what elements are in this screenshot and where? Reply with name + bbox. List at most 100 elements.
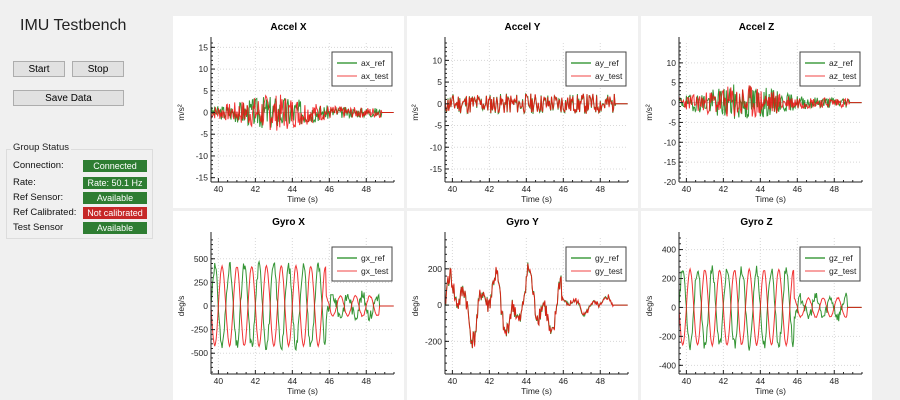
status-label: Rate: — [13, 177, 36, 188]
y-axis-label: m/s² — [176, 104, 186, 121]
x-tick-label: 44 — [756, 184, 766, 194]
status-label: Test Sensor — [13, 222, 64, 233]
status-label: Ref Sensor: — [13, 192, 64, 203]
chart-svg: Accel Y 40 42 44 46 48 10 5 0 -5 -10 -15 Time (s) m/s… — [410, 22, 629, 204]
y-tick-label: 10 — [667, 58, 677, 68]
x-tick-label: 42 — [485, 376, 495, 386]
y-tick-label: -15 — [196, 173, 209, 183]
y-tick-label: -5 — [668, 117, 676, 127]
x-tick-label: 48 — [830, 184, 840, 194]
y-tick-label: 200 — [662, 274, 676, 284]
plot-accel-y[interactable]: Accel Y 40 42 44 46 48 10 5 0 -5 -10 -15 Time (s) m/s… — [407, 16, 638, 208]
x-axis-label: Time (s) — [521, 194, 552, 204]
x-tick-label: 46 — [793, 184, 803, 194]
plot-gyro-x[interactable]: Gyro X 40 42 44 46 48 500 250 0 -250 -500 Time (s) d… — [173, 211, 404, 400]
x-tick-label: 46 — [325, 184, 335, 194]
y-tick-label: 15 — [199, 42, 209, 52]
y-tick-label: 5 — [437, 77, 442, 87]
x-tick-label: 40 — [682, 184, 692, 194]
legend-box — [565, 51, 627, 87]
y-tick-label: 0 — [671, 98, 676, 108]
x-tick-label: 42 — [719, 376, 729, 386]
status-badge: Available — [83, 222, 147, 234]
legend-label: gx_test — [361, 266, 389, 276]
plot-accel-x[interactable]: Accel X 40 42 44 46 48 15 10 5 0 -5 -10 -15 Time (s) m… — [173, 16, 404, 208]
chart-svg: Accel X 40 42 44 46 48 15 10 5 0 -5 -10 -15 Time (s) m… — [176, 22, 395, 204]
x-tick-label: 46 — [325, 376, 335, 386]
y-tick-label: -15 — [430, 164, 443, 174]
x-tick-label: 42 — [251, 184, 261, 194]
series-line-ay_test — [444, 93, 628, 115]
series-line-gx_test — [210, 263, 394, 349]
plot-gyro-y[interactable]: Gyro Y 40 42 44 46 48 200 0 -200 Time (s) deg/s gy_… — [407, 211, 638, 400]
x-tick-label: 40 — [448, 376, 458, 386]
chart-svg: Gyro Y 40 42 44 46 48 200 0 -200 Time (s) deg/s gy_… — [410, 217, 629, 396]
series-line-az_test — [678, 85, 862, 119]
series-line-gy_test — [444, 263, 628, 348]
chart-svg: Gyro X 40 42 44 46 48 500 250 0 -250 -500 Time (s) d… — [176, 217, 395, 396]
status-label: Connection: — [13, 160, 64, 171]
series-line-gx_ref — [210, 259, 394, 352]
chart-title: Gyro Y — [506, 217, 539, 228]
x-tick-label: 46 — [559, 376, 569, 386]
y-tick-label: -5 — [200, 129, 208, 139]
y-tick-label: -250 — [191, 325, 208, 335]
y-tick-label: -500 — [191, 348, 208, 358]
y-tick-label: -20 — [664, 177, 677, 187]
legend-box — [799, 246, 861, 282]
legend-label: ay_test — [595, 71, 623, 81]
x-axis-label: Time (s) — [287, 386, 318, 396]
y-tick-label: -10 — [430, 142, 443, 152]
x-tick-label: 48 — [362, 376, 372, 386]
x-tick-label: 48 — [830, 376, 840, 386]
x-tick-label: 44 — [522, 376, 532, 386]
status-label: Ref Calibrated: — [13, 207, 77, 218]
legend-label: gz_test — [829, 266, 857, 276]
x-tick-label: 44 — [756, 376, 766, 386]
y-tick-label: 250 — [194, 277, 208, 287]
x-tick-label: 40 — [214, 184, 224, 194]
y-tick-label: 500 — [194, 254, 208, 264]
chart-title: Accel Y — [505, 22, 541, 33]
chart-title: Accel X — [270, 22, 306, 33]
y-tick-label: -5 — [434, 121, 442, 131]
x-axis-label: Time (s) — [287, 194, 318, 204]
plot-accel-z[interactable]: Accel Z 40 42 44 46 48 10 5 0 -5 -10 -15 -20 Time (s)… — [641, 16, 872, 208]
series-line-ax_test — [210, 94, 394, 131]
y-axis-label: m/s² — [644, 104, 654, 121]
legend-label: az_ref — [829, 58, 853, 68]
x-tick-label: 44 — [288, 376, 298, 386]
chart-title: Accel Z — [739, 22, 775, 33]
y-tick-label: 5 — [203, 86, 208, 96]
x-tick-label: 48 — [596, 376, 606, 386]
status-badge: Rate: 50.1 Hz — [83, 177, 147, 189]
y-tick-label: -200 — [659, 331, 676, 341]
chart-svg: Accel Z 40 42 44 46 48 10 5 0 -5 -10 -15 -20 Time (s)… — [644, 22, 863, 204]
legend-label: gy_test — [595, 266, 623, 276]
status-badge: Connected — [83, 160, 147, 172]
status-badge: Not calibrated — [83, 207, 147, 219]
y-tick-label: 200 — [428, 264, 442, 274]
x-tick-label: 44 — [288, 184, 298, 194]
y-tick-label: 10 — [433, 55, 443, 65]
y-tick-label: 0 — [671, 302, 676, 312]
group-status-title: Group Status — [11, 142, 71, 153]
y-tick-label: 0 — [437, 300, 442, 310]
y-tick-label: -15 — [664, 157, 677, 167]
x-tick-label: 40 — [682, 376, 692, 386]
start-button[interactable]: Start — [13, 61, 65, 77]
legend-label: ax_test — [361, 71, 389, 81]
legend-box — [799, 51, 861, 87]
x-tick-label: 46 — [559, 184, 569, 194]
stop-button[interactable]: Stop — [72, 61, 124, 77]
save-data-button[interactable]: Save Data — [13, 90, 124, 106]
legend-box — [565, 246, 627, 282]
legend-label: gy_ref — [595, 253, 619, 263]
x-tick-label: 42 — [485, 184, 495, 194]
y-tick-label: -400 — [659, 360, 676, 370]
x-tick-label: 42 — [251, 376, 261, 386]
y-tick-label: 400 — [662, 245, 676, 255]
plot-gyro-z[interactable]: Gyro Z 40 42 44 46 48 400 200 0 -200 -400 Time (s) d… — [641, 211, 872, 400]
x-tick-label: 46 — [793, 376, 803, 386]
x-tick-label: 44 — [522, 184, 532, 194]
